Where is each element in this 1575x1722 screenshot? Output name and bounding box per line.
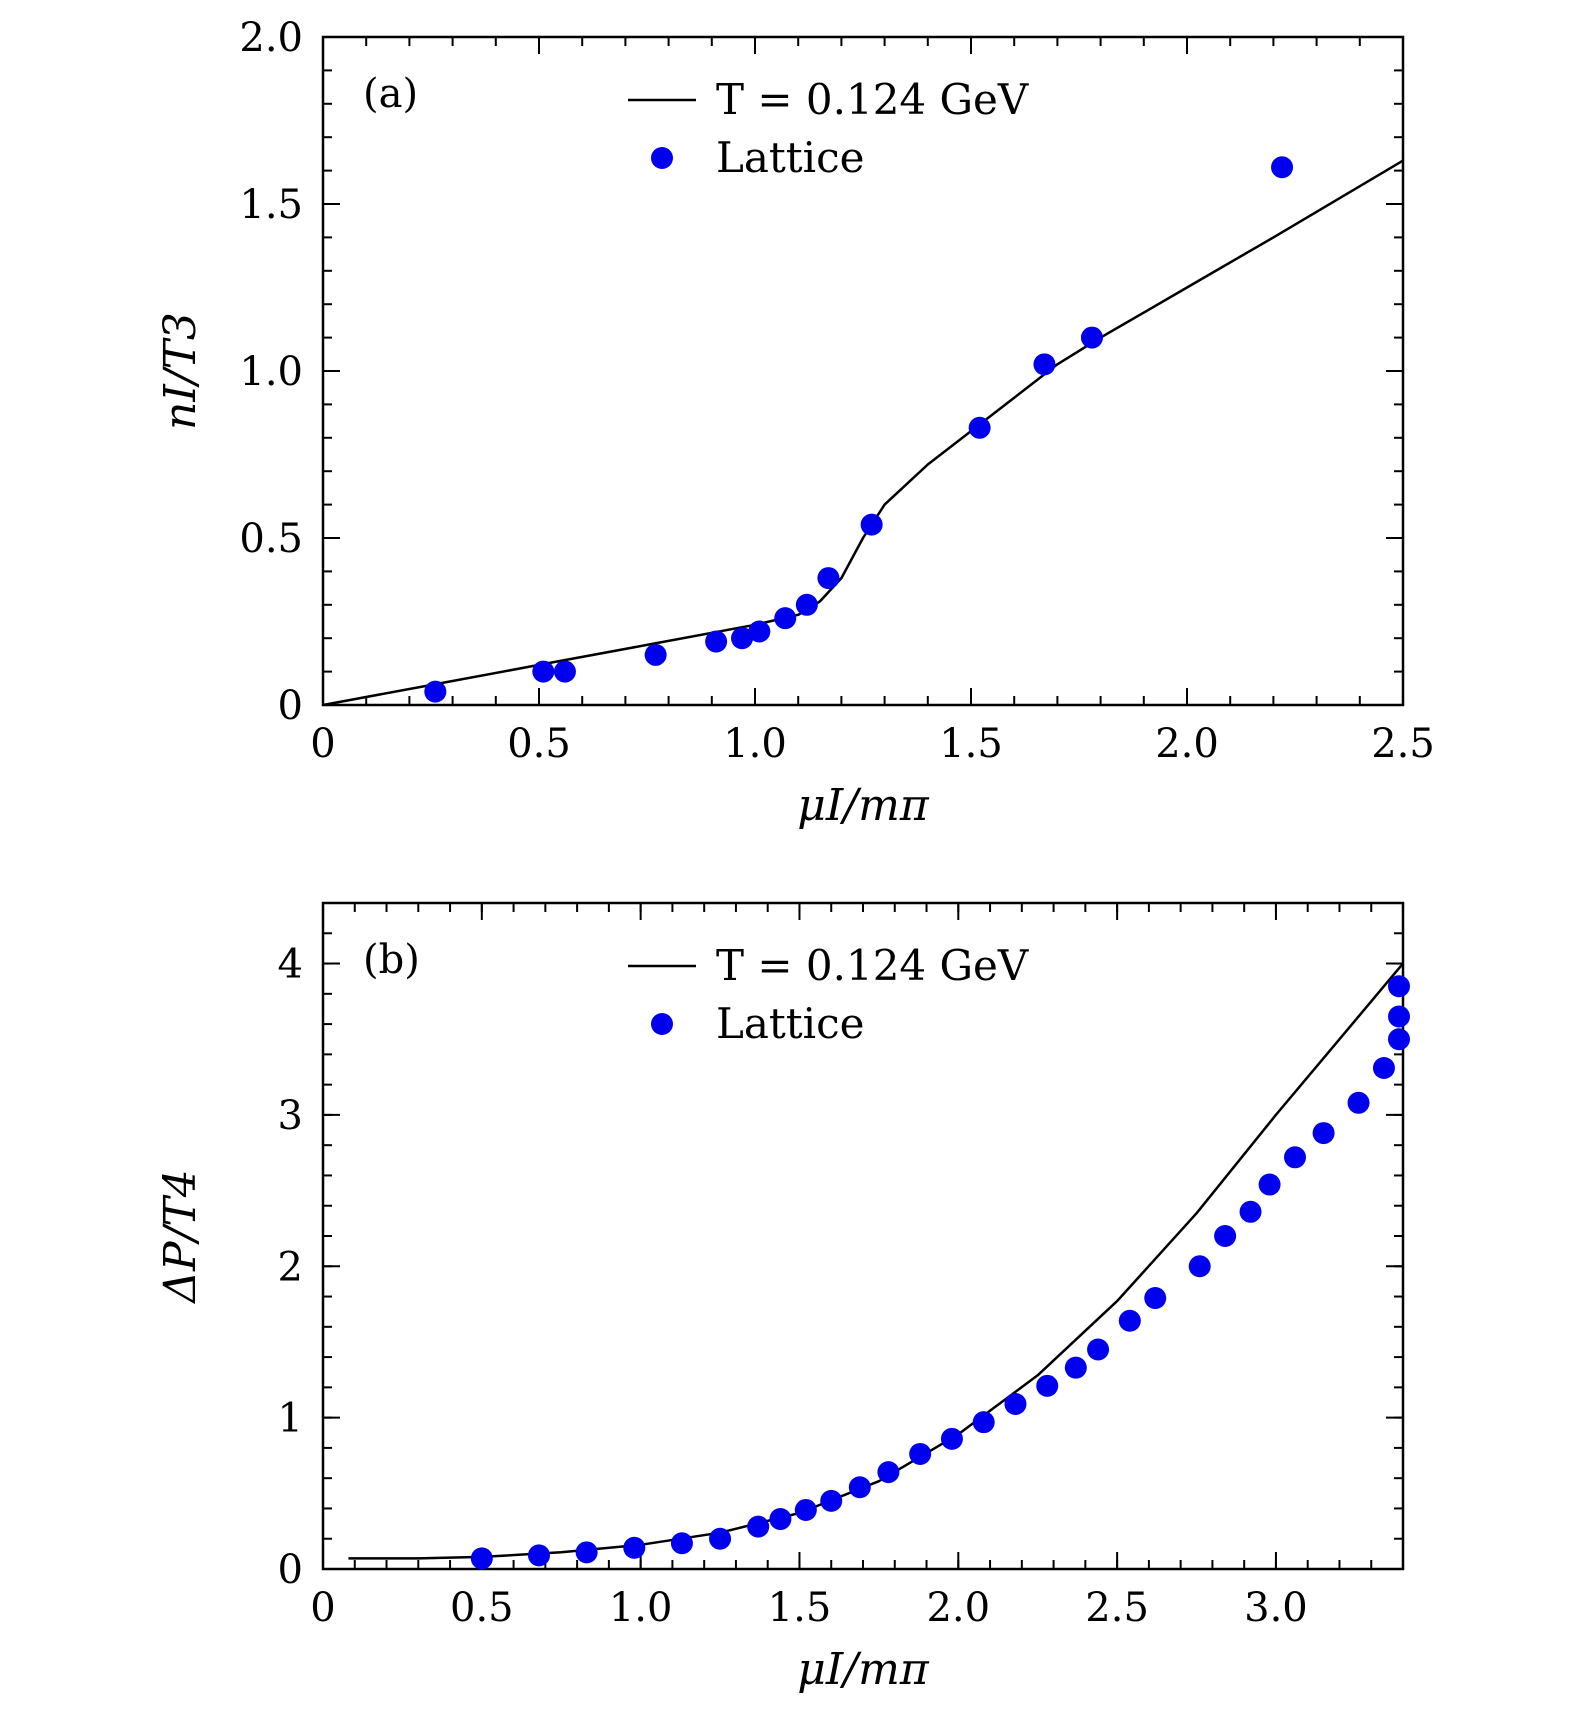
x-axis-title-b: μI/mπ — [797, 1644, 930, 1695]
x-tick-label: 2.5 — [1085, 1585, 1149, 1631]
y-tick-label: 1.5 — [239, 182, 303, 228]
lattice-point — [1239, 1200, 1262, 1223]
panel-label-b: (b) — [363, 937, 420, 983]
lattice-point — [820, 1489, 843, 1512]
lattice-point — [1271, 156, 1294, 179]
marks-a — [322, 156, 1404, 707]
lattice-point — [575, 1541, 598, 1564]
lattice-point — [1388, 975, 1410, 998]
lattice-point — [748, 620, 771, 643]
y-tick-label: 2 — [278, 1244, 303, 1290]
lattice-point — [644, 643, 667, 666]
y-tick-label: 4 — [278, 942, 303, 988]
x-tick-label: 2.0 — [1155, 721, 1219, 767]
y-axis-title-a: nI/T3 — [155, 312, 206, 430]
lattice-point — [705, 630, 728, 653]
x-tick-label: 2.0 — [926, 1585, 990, 1631]
panel-label-a: (a) — [363, 71, 418, 117]
lattice-point — [747, 1515, 770, 1538]
lattice-point — [1033, 353, 1056, 376]
legend-line-label-b: T = 0.124 GeV — [716, 941, 1029, 990]
lattice-point — [769, 1508, 792, 1531]
x-tick-label: 0 — [310, 1585, 335, 1631]
lattice-point — [972, 1411, 995, 1434]
x-tick-label: 1.5 — [939, 721, 1003, 767]
lattice-point — [860, 513, 883, 536]
legend-point-swatch-b — [651, 1013, 673, 1035]
y-tick-label: 0.5 — [239, 516, 303, 562]
lattice-point — [795, 593, 818, 616]
legend-point-label-a: Lattice — [716, 133, 865, 182]
lattice-point — [623, 1536, 646, 1559]
lattice-point — [532, 660, 555, 683]
lattice-point — [1004, 1393, 1027, 1416]
y-axis-title-b: ΔP/T4 — [155, 1169, 206, 1305]
lattice-point — [1347, 1091, 1370, 1114]
lattice-point — [1258, 1173, 1281, 1196]
ticks-b: 0 0.5 1.0 1.5 2.0 2.5 3.0 0 1 2 3 4 — [278, 902, 1404, 1631]
x-tick-label: 0 — [310, 721, 335, 767]
x-tick-label: 1.0 — [609, 1585, 673, 1631]
y-tick-label: 0 — [278, 683, 303, 729]
lattice-point — [1284, 1146, 1306, 1169]
lattice-point — [1064, 1356, 1087, 1379]
legend-point-label-b: Lattice — [716, 999, 865, 1048]
y-tick-label: 2.0 — [239, 15, 303, 61]
x-tick-label: 1.5 — [768, 1585, 832, 1631]
y-tick-label: 1.0 — [239, 349, 303, 395]
x-tick-label: 3.0 — [1244, 1585, 1308, 1631]
lattice-point — [424, 680, 447, 703]
lattice-point — [670, 1532, 693, 1555]
legend-b: T = 0.124 GeV Lattice — [628, 941, 1029, 1048]
marks-b — [348, 962, 1410, 1570]
x-tick-label: 1.0 — [723, 721, 787, 767]
lattice-point — [774, 607, 797, 630]
y-tick-label: 3 — [278, 1093, 303, 1139]
lattice-point — [968, 416, 991, 439]
lattice-point — [470, 1547, 493, 1570]
lattice-point — [1144, 1287, 1167, 1310]
x-axis-title-a: μI/mπ — [797, 780, 930, 831]
x-tick-label: 0.5 — [450, 1585, 514, 1631]
lattice-point — [1188, 1255, 1211, 1278]
lattice-point — [817, 567, 840, 590]
lattice-point — [877, 1461, 900, 1484]
legend-point-swatch-a — [651, 147, 673, 169]
ticks-a: 0 0.5 1.0 1.5 2.0 2.5 0 0.5 1.0 1.5 2.0 — [239, 15, 1434, 767]
lattice-point — [794, 1498, 817, 1521]
lattice-point — [1312, 1122, 1335, 1145]
x-tick-label: 0.5 — [507, 721, 571, 767]
lattice-point — [1214, 1225, 1237, 1247]
lattice-point — [709, 1527, 732, 1550]
lattice-point — [1388, 1028, 1410, 1051]
lattice-point — [909, 1442, 932, 1465]
lattice-point — [1372, 1056, 1395, 1079]
model-curve — [322, 159, 1404, 707]
y-tick-label: 1 — [278, 1396, 303, 1442]
y-tick-label: 0 — [278, 1547, 303, 1593]
legend-line-label-a: T = 0.124 GeV — [716, 75, 1029, 124]
lattice-point — [1080, 326, 1103, 349]
panel-b: 0 0.5 1.0 1.5 2.0 2.5 3.0 0 1 2 3 4 (b) T = 0.124 G… — [155, 901, 1410, 1695]
lattice-point — [940, 1427, 963, 1450]
lattice-point — [1087, 1338, 1110, 1361]
lattice-point — [848, 1476, 871, 1499]
x-tick-label: 2.5 — [1371, 721, 1435, 767]
model-curve — [348, 962, 1404, 1560]
panel-a: 0 0.5 1.0 1.5 2.0 2.5 0 0.5 1.0 1.5 2.0 (a) T = 0.… — [155, 15, 1435, 831]
lattice-point — [553, 660, 576, 683]
legend-a: T = 0.124 GeV Lattice — [628, 75, 1029, 182]
lattice-point — [528, 1544, 550, 1567]
lattice-point — [1388, 1005, 1410, 1028]
lattice-point — [731, 627, 754, 650]
lattice-point — [1118, 1309, 1141, 1332]
lattice-point — [1036, 1374, 1059, 1397]
